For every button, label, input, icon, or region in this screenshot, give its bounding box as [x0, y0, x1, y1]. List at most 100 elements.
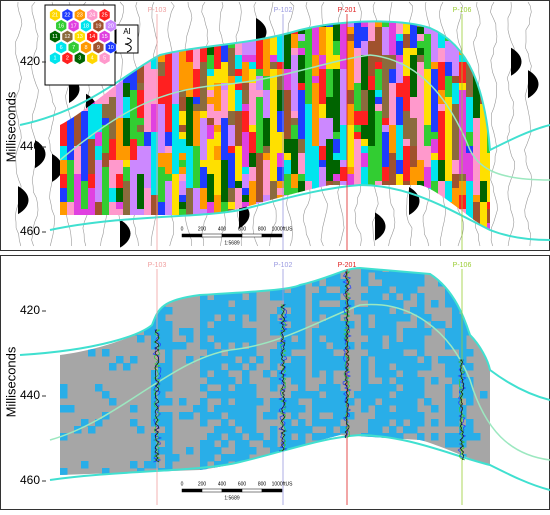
- facies-cell: [326, 307, 334, 315]
- facies-cell: [375, 41, 383, 49]
- facies-cell: [389, 83, 397, 91]
- facies-cell: [130, 125, 138, 133]
- facies-cell: [487, 167, 490, 175]
- facies-cell: [340, 55, 348, 63]
- hexagon: [86, 8, 98, 22]
- facies-cell: [214, 335, 222, 343]
- facies-cell: [473, 104, 481, 112]
- facies-cell: [151, 195, 159, 203]
- hexagon-label: 5: [103, 56, 106, 62]
- facies-cell: [249, 384, 257, 392]
- facies-cell: [333, 55, 341, 63]
- facies-cell: [333, 146, 341, 154]
- facies-cell: [452, 377, 460, 385]
- hexagon-label: 19: [95, 23, 101, 29]
- facies-cell: [480, 167, 488, 175]
- facies-cell: [424, 125, 432, 133]
- facies-cell: [452, 370, 460, 378]
- facies-cell: [235, 398, 243, 406]
- facies-cell: [242, 62, 250, 70]
- facies-cell: [74, 125, 82, 133]
- facies-cell: [151, 209, 159, 217]
- facies-cell: [410, 405, 418, 413]
- facies-cell: [389, 167, 397, 175]
- facies-cell: [200, 55, 208, 63]
- facies-cell: [382, 139, 390, 147]
- facies-cell: [361, 160, 369, 168]
- facies-cell: [333, 181, 341, 189]
- facies-cell: [396, 391, 404, 399]
- facies-cell: [291, 69, 299, 77]
- facies-cell: [242, 118, 250, 126]
- facies-cell: [109, 167, 117, 175]
- facies-cell: [466, 97, 474, 105]
- facies-cell: [88, 118, 96, 126]
- facies-cell: [284, 433, 292, 441]
- facies-cell: [179, 167, 187, 175]
- facies-cell: [284, 55, 292, 63]
- facies-cell: [284, 160, 292, 168]
- facies-cell: [165, 412, 173, 420]
- facies-cell: [326, 111, 334, 119]
- facies-cell: [340, 286, 348, 294]
- facies-cell: [431, 111, 439, 119]
- facies-cell: [228, 363, 236, 371]
- facies-cell: [242, 41, 250, 49]
- facies-cell: [207, 111, 215, 119]
- facies-cell: [312, 118, 320, 126]
- facies-cell: [312, 342, 320, 350]
- facies-cell: [144, 209, 152, 217]
- facies-cell: [116, 174, 124, 182]
- facies-cell: [305, 174, 313, 182]
- facies-cell: [382, 125, 390, 133]
- facies-cell: [221, 342, 229, 350]
- facies-cell: [172, 55, 180, 63]
- horizon: [19, 20, 550, 152]
- facies-cell: [340, 174, 348, 182]
- facies-cell: [158, 398, 166, 406]
- facies-cell: [249, 139, 257, 147]
- facies-cell: [179, 139, 187, 147]
- facies-cell: [438, 181, 446, 189]
- facies-cell: [228, 307, 236, 315]
- facies-cell: [298, 384, 306, 392]
- facies-cell: [459, 202, 467, 210]
- facies-cell: [417, 349, 425, 357]
- facies-cell: [333, 342, 341, 350]
- facies-cell: [186, 167, 194, 175]
- facies-cell: [270, 195, 278, 203]
- facies-cell: [354, 27, 362, 35]
- facies-cell: [305, 27, 313, 35]
- facies-cell: [263, 41, 271, 49]
- facies-cell: [151, 97, 159, 105]
- facies-cell: [158, 419, 166, 427]
- facies-cell: [333, 104, 341, 112]
- facies-cell: [354, 174, 362, 182]
- facies-cell: [88, 153, 96, 161]
- facies-cell: [340, 90, 348, 98]
- facies-cell: [221, 76, 229, 84]
- facies-cell: [466, 202, 474, 210]
- facies-cell: [186, 118, 194, 126]
- facies-cell: [284, 146, 292, 154]
- facies-cell: [284, 300, 292, 308]
- facies-cell: [466, 433, 474, 441]
- facies-cell: [354, 125, 362, 133]
- facies-cell: [277, 153, 285, 161]
- facies-cell: [186, 139, 194, 147]
- facies-cell: [165, 454, 173, 462]
- facies-cell: [270, 398, 278, 406]
- facies-cell: [235, 69, 243, 77]
- facies-cell: [396, 377, 404, 385]
- facies-cell: [326, 69, 334, 77]
- facies-cell: [312, 370, 320, 378]
- facies-cell: [60, 160, 68, 168]
- facies-cell: [249, 419, 257, 427]
- facies-cell: [417, 321, 425, 329]
- facies-cell: [179, 69, 187, 77]
- facies-cell: [389, 111, 397, 119]
- facies-cell: [277, 181, 285, 189]
- facies-cell: [445, 433, 453, 441]
- scale-label: 400: [218, 481, 227, 487]
- facies-cell: [207, 440, 215, 448]
